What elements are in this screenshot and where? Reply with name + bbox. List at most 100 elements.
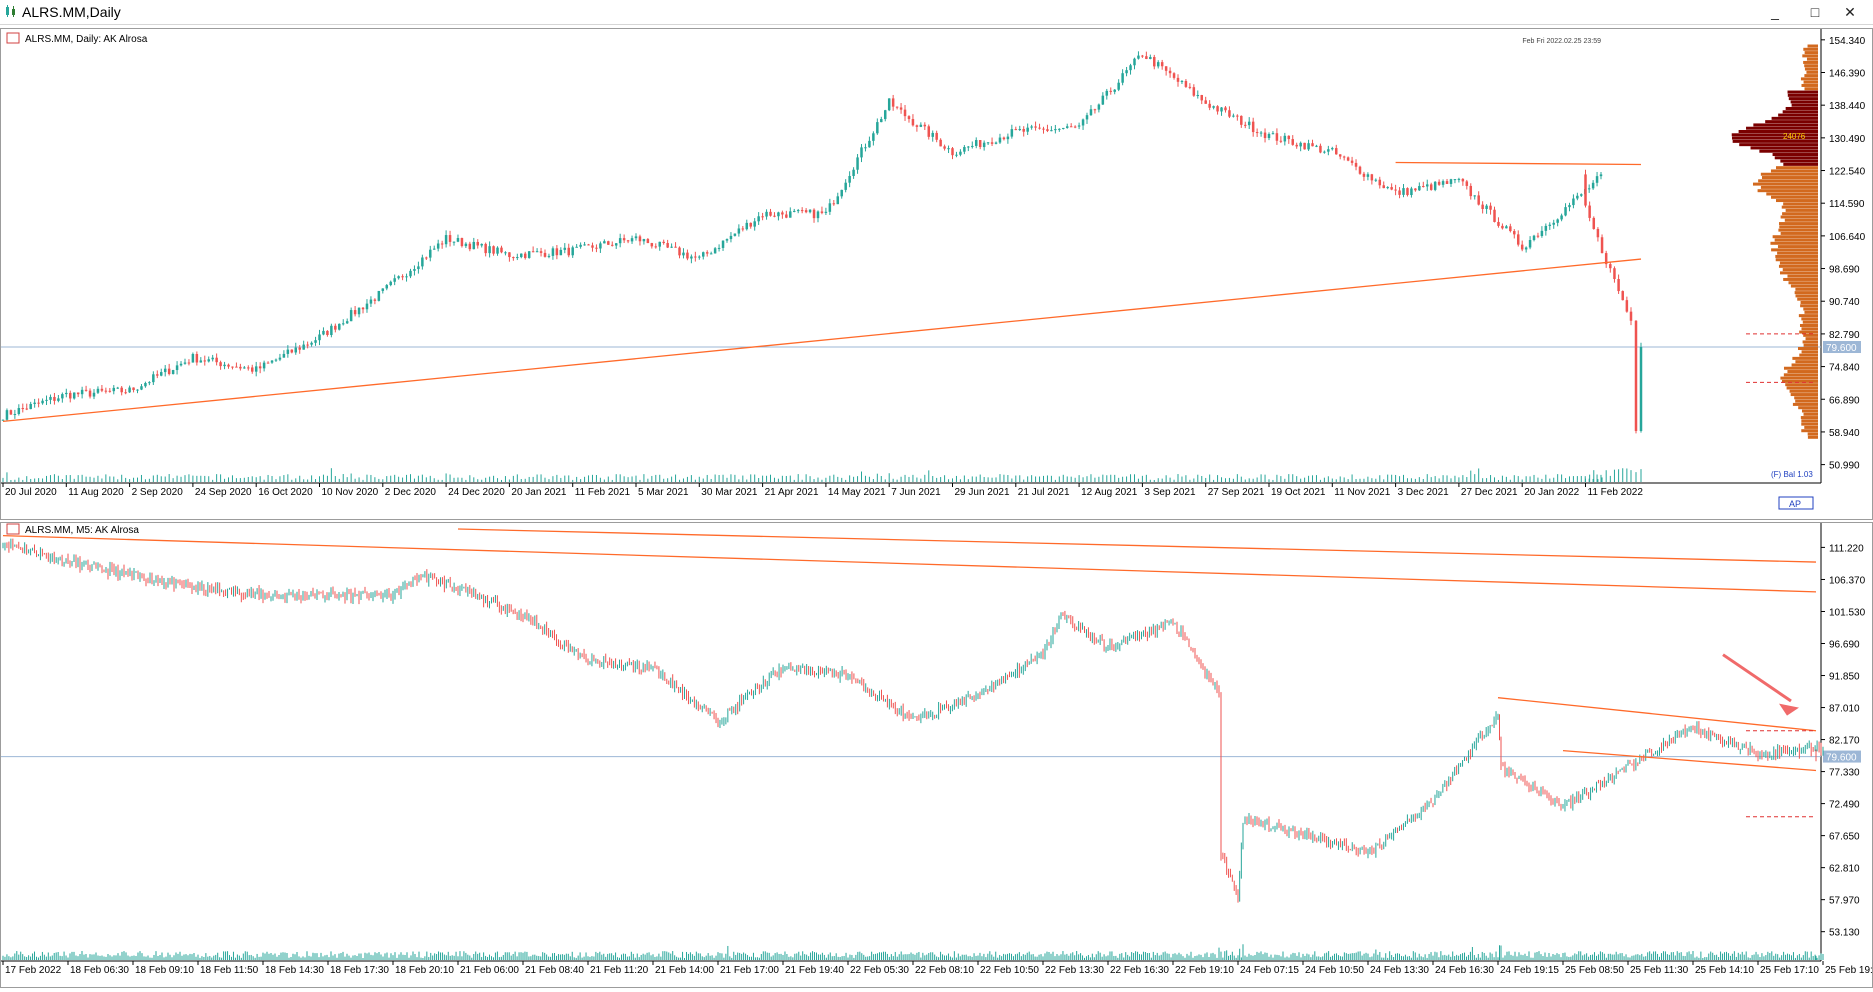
candle-body (432, 248, 436, 250)
maximize-button[interactable]: □ (1810, 4, 1820, 20)
volume-profile-bar (1778, 228, 1818, 232)
volume-profile-bar (1792, 402, 1818, 406)
y-tick-label: 77.330 (1829, 768, 1860, 779)
close-button[interactable]: ✕ (1844, 4, 1856, 20)
volume-profile-bar (1791, 363, 1818, 367)
candle-body (361, 307, 365, 310)
volume-profile-bar (1760, 172, 1818, 176)
candle-body (290, 349, 294, 353)
candle-body (599, 243, 602, 249)
x-tick-label: 22 Feb 05:30 (850, 965, 909, 976)
candle-body (887, 98, 891, 111)
candle-body (1062, 127, 1065, 129)
candle-body (1275, 133, 1279, 141)
minimize-button[interactable]: _ (1771, 4, 1779, 20)
y-tick-label: 146.390 (1829, 68, 1866, 79)
candle-body (634, 236, 638, 239)
candle-body (1354, 162, 1358, 167)
candle-body (270, 360, 274, 363)
candle-body (1097, 104, 1101, 110)
candle-body (1255, 132, 1259, 134)
candle-body (5, 410, 9, 420)
candle-body (567, 247, 570, 256)
candle-body (721, 240, 725, 248)
candle-body (899, 107, 903, 110)
y-tick-label: 82.790 (1829, 330, 1860, 341)
m5-chart[interactable]: ALRS.MM, M5: AK Alrosa 111.220 106.370 101.… (1, 523, 1873, 987)
candle-body (1433, 181, 1437, 190)
candle-body (338, 323, 341, 330)
candle-body (468, 243, 472, 250)
candle-body (484, 243, 487, 254)
candle-body (1160, 62, 1164, 67)
candle-body (1093, 109, 1097, 111)
candle-body (504, 252, 507, 254)
candle-body (1196, 95, 1200, 97)
volume-profile-bar (1780, 231, 1818, 235)
candle-body (789, 211, 792, 218)
candle-body (472, 241, 476, 250)
x-tick-label: 2 Dec 2020 (385, 487, 437, 498)
candle-body (1497, 221, 1500, 226)
x-tick-label: 11 Feb 2022 (1588, 487, 1644, 498)
volume-profile-bar (1761, 176, 1818, 180)
candle-body (1156, 62, 1160, 67)
daily-chart[interactable]: ALRS.MM, Daily: AK Alrosa 154.340 146.390 1… (1, 29, 1872, 519)
x-tick-label: 21 Feb 06:00 (460, 965, 519, 976)
candle-body (436, 243, 440, 249)
candle-body (1279, 140, 1283, 142)
candle-body (1564, 207, 1567, 216)
candle-body (1291, 139, 1294, 145)
volume-profile-bar (1777, 245, 1818, 249)
candle-body (1212, 106, 1215, 108)
volume-profile-bar (1800, 77, 1818, 81)
y-tick-label: 130.490 (1829, 134, 1866, 145)
volume-profile-bar (1786, 386, 1818, 390)
candle-body (737, 228, 741, 234)
candle-body (148, 382, 151, 384)
candle-body (247, 367, 250, 369)
x-tick-label: 12 Aug 2021 (1081, 487, 1138, 498)
candle-body (1168, 70, 1172, 74)
candle-body (262, 362, 266, 369)
y-tick-label: 106.370 (1829, 575, 1866, 586)
arrow-annotation-shaft (1722, 653, 1792, 703)
candle-body (1410, 188, 1413, 196)
candle-body (765, 211, 768, 217)
m5-chart-window[interactable]: ALRS.MM, M5: AK Alrosa 111.220 106.370 101.… (0, 522, 1873, 988)
volume-profile-bar (1770, 169, 1818, 173)
candle-body (654, 246, 658, 248)
y-tick-label: 91.850 (1829, 672, 1860, 683)
candle-body (571, 247, 574, 256)
candle-body (440, 243, 444, 245)
candle-body (1520, 244, 1524, 250)
candle-body (883, 110, 887, 120)
candle-body (1216, 106, 1219, 112)
volume-profile-bar (1765, 120, 1818, 124)
candle-body (769, 211, 772, 216)
candle-body (1101, 95, 1105, 105)
candle-body (1137, 55, 1140, 59)
ap-button[interactable] (1778, 496, 1814, 510)
candle-body (460, 238, 464, 247)
candle-body (796, 210, 800, 212)
x-tick-label: 21 Apr 2021 (765, 487, 819, 498)
candle-body (800, 210, 804, 212)
candle-body (1054, 129, 1057, 131)
daily-chart-window[interactable]: ALRS.MM, Daily: AK Alrosa 154.340 146.390 1… (0, 28, 1873, 520)
candle-body (1058, 128, 1061, 130)
y-tick-label: 66.890 (1829, 395, 1860, 406)
candle-body (175, 365, 179, 371)
candle-body (1378, 179, 1382, 186)
candle-body (622, 238, 626, 241)
candle-body (508, 252, 511, 258)
x-tick-label: 18 Feb 14:30 (265, 965, 324, 976)
candle-body (409, 270, 412, 277)
candle-body (971, 145, 974, 147)
volume-profile-bar (1779, 225, 1818, 229)
volume-profile-bar (1746, 126, 1818, 130)
candle-body (694, 256, 697, 258)
candle-body (1437, 181, 1441, 185)
candle-body (828, 203, 832, 212)
candle-body (1287, 135, 1291, 140)
